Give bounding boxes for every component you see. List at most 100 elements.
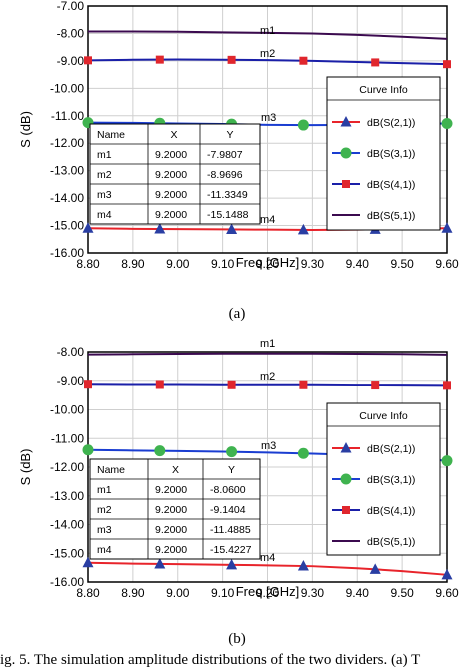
table-cell: m4: [97, 209, 112, 221]
y-tick-label: -14.00: [50, 191, 84, 205]
y-tick-label: -16.00: [50, 246, 84, 260]
data-point-marker: [441, 568, 453, 580]
data-point-marker: [441, 117, 453, 129]
data-point-marker: [297, 560, 309, 571]
data-point-marker: [371, 381, 380, 390]
data-point-marker: [227, 55, 236, 64]
y-tick-label: -12.00: [50, 136, 84, 150]
legend-entry-label: dB(S(3,1)): [367, 148, 415, 160]
table-cell: -15.1488: [207, 209, 249, 221]
y-tick-label: -15.00: [50, 219, 84, 233]
legend-entry-label: dB(S(2,1)): [367, 443, 415, 455]
table-cell: -11.3349: [207, 189, 248, 201]
legend-swatch-marker: [340, 473, 352, 485]
legend-swatch-marker: [340, 147, 352, 159]
table-header-cell: Name: [97, 464, 125, 476]
table-cell: 9.2000: [155, 189, 187, 201]
x-tick-label: 9.10: [211, 257, 235, 271]
y-tick-label: -8.00: [57, 26, 85, 40]
y-tick-label: -15.00: [50, 546, 84, 560]
table-cell: -11.4885: [210, 524, 251, 536]
x-tick-label: 9.60: [435, 586, 459, 600]
y-tick-label: -10.00: [50, 81, 84, 95]
table-cell: 9.2000: [155, 169, 187, 181]
series-line: [87, 561, 448, 576]
y-tick-label: -12.00: [50, 460, 84, 474]
marker-label: m1: [260, 25, 275, 37]
y-tick-label: -7.00: [57, 0, 85, 13]
plot-frame: [87, 351, 448, 583]
x-axis-label: Freq [GHz]: [236, 255, 300, 270]
table-cell: -8.9696: [207, 169, 243, 181]
data-point-marker: [226, 223, 238, 234]
legend-swatch-marker: [340, 116, 352, 127]
y-tick-label: -9.00: [57, 54, 85, 68]
table-cell: -8.0600: [210, 484, 246, 496]
table-cell: 9.2000: [155, 484, 187, 496]
marker-label: m4: [260, 214, 275, 226]
x-tick-label: 9.00: [166, 586, 190, 600]
legend-title: Curve Info: [359, 84, 408, 96]
x-tick-label: 9.20: [256, 257, 280, 271]
table-cell: 9.2000: [155, 504, 187, 516]
plot-frame: [87, 5, 448, 254]
table-frame: [89, 123, 261, 225]
panel-label-a: (a): [229, 306, 246, 322]
table-frame: [89, 458, 261, 560]
x-tick-label: 9.30: [301, 586, 325, 600]
legend: Curve Info dB(S(2,1)) dB(S(3,1)) dB(S(4,1))…: [326, 402, 441, 556]
table-cell: m3: [97, 189, 112, 201]
x-tick-label: 9.30: [301, 257, 325, 271]
data-point-marker: [84, 56, 92, 65]
table-header-cell: X: [172, 464, 179, 476]
x-tick-label: 9.20: [256, 586, 280, 600]
legend-entry-label: dB(S(4,1)): [367, 179, 415, 191]
data-point-marker: [443, 60, 451, 69]
data-point-marker: [443, 381, 451, 390]
data-point-marker: [299, 56, 308, 65]
legend: Curve Info dB(S(2,1)) dB(S(3,1)) dB(S(4,1))…: [326, 76, 441, 231]
marker-label: m4: [260, 552, 275, 564]
table-cell: -9.1404: [210, 504, 246, 516]
x-tick-label: 8.90: [121, 586, 145, 600]
series-line: [87, 383, 448, 387]
data-point-marker: [82, 222, 94, 233]
data-point-marker: [226, 446, 238, 458]
legend-entry-label: dB(S(4,1)): [367, 505, 415, 517]
table-header-cell: Y: [226, 129, 233, 141]
data-point-marker: [154, 557, 166, 569]
data-point-marker: [154, 445, 166, 457]
x-tick-label: 8.80: [76, 586, 100, 600]
x-tick-label: 9.40: [346, 257, 370, 271]
y-tick-label: -9.00: [57, 374, 85, 388]
data-point-marker: [154, 223, 166, 234]
data-point-marker: [82, 556, 94, 568]
table-cell: m1: [97, 484, 112, 496]
data-point-marker: [82, 444, 94, 456]
table-cell: m1: [97, 149, 112, 161]
marker-label: m2: [260, 371, 275, 383]
x-tick-label: 8.90: [121, 257, 145, 271]
data-point-marker: [371, 58, 380, 67]
table-header-cell: Name: [97, 129, 125, 141]
x-tick-label: 9.40: [346, 586, 370, 600]
legend-swatch-marker: [342, 180, 350, 188]
series-line: [87, 352, 448, 356]
chart-panel-a: 8.80 8.90 9.00 9.10 9.20 9.30 9.40 9.50 9.60 -7.0…: [18, 0, 459, 271]
x-tick-label: 9.10: [211, 586, 235, 600]
table-cell: 9.2000: [155, 544, 187, 556]
data-point-marker: [297, 119, 309, 131]
panel-label-b: (b): [228, 631, 246, 647]
legend-entry-label: dB(S(5,1)): [367, 536, 415, 548]
table-cell: 9.2000: [155, 209, 187, 221]
table-cell: m2: [97, 169, 112, 181]
y-tick-label: -14.00: [50, 518, 84, 532]
table-cell: m4: [97, 544, 112, 556]
table-cell: -7.9807: [207, 149, 243, 161]
table-header-cell: X: [170, 129, 177, 141]
table-cell: m2: [97, 504, 112, 516]
legend-title: Curve Info: [359, 410, 408, 422]
data-point-marker: [297, 223, 309, 235]
y-tick-label: -8.00: [57, 345, 85, 359]
legend-entry-label: dB(S(5,1)): [367, 210, 415, 222]
